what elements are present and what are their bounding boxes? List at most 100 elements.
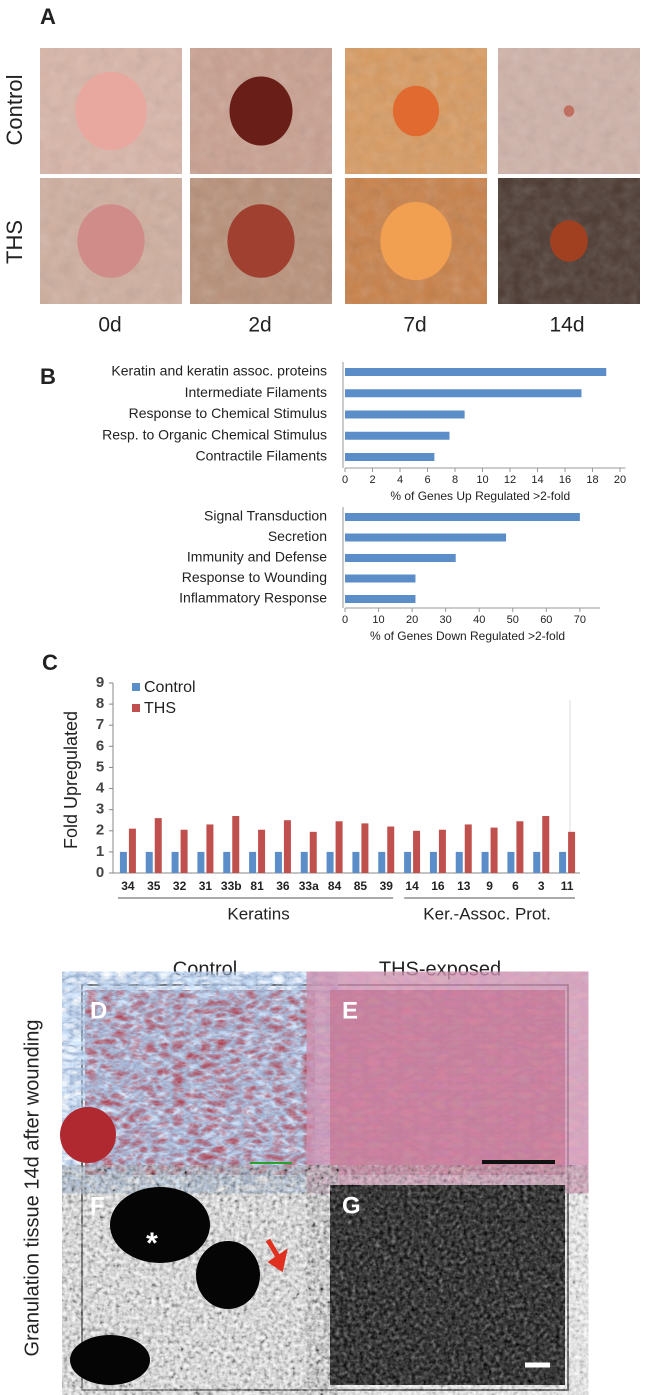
x-tick-label: 34 [121, 879, 135, 893]
bar [378, 851, 386, 873]
x-tick-label: 18 [586, 474, 598, 486]
x-axis-label: % of Genes Down Regulated >2-fold [370, 629, 565, 643]
bar [345, 533, 507, 542]
timepoint: 0d [98, 314, 121, 337]
x-tick-label: 85 [354, 879, 368, 893]
bar [197, 851, 205, 873]
bar [154, 818, 162, 873]
bar [283, 820, 291, 873]
y-axis-label: Fold Upregulated [61, 711, 81, 849]
legend-swatch [132, 683, 140, 691]
bar [361, 823, 369, 873]
bar [568, 831, 576, 873]
bar [429, 851, 437, 873]
category-label: Response to Wounding [182, 569, 327, 585]
wound [563, 105, 575, 117]
x-tick-label: 10 [372, 614, 384, 626]
x-tick-label: 6 [424, 474, 430, 486]
bar [490, 827, 498, 873]
bar [326, 851, 334, 873]
category-label: Signal Transduction [204, 508, 327, 524]
group-label: Ker.-Assoc. Prot. [423, 904, 551, 923]
x-tick-label: 9 [486, 879, 493, 893]
x-tick-label: 70 [574, 614, 586, 626]
legend-label: Control [144, 679, 196, 696]
bar [481, 851, 489, 873]
x-tick-label: 35 [147, 879, 161, 893]
column-title: THS-exposed [379, 958, 501, 980]
y-tick-label: 3 [96, 801, 104, 818]
x-tick-label: 10 [476, 474, 488, 486]
dark-region [196, 1241, 260, 1309]
bar [352, 851, 360, 873]
x-tick-label: 20 [406, 614, 418, 626]
x-tick-label: 33a [299, 879, 319, 893]
micrograph [330, 990, 565, 1175]
category-label: Contractile Filaments [196, 448, 328, 464]
bar [206, 824, 214, 873]
bar [413, 830, 421, 873]
x-tick-label: 20 [614, 474, 626, 486]
panel-label: F [90, 1192, 105, 1219]
y-tick-label: 6 [96, 737, 104, 754]
bar [438, 829, 446, 873]
wound [75, 71, 147, 151]
bar [345, 595, 416, 603]
vessel [60, 1107, 116, 1163]
wound [380, 201, 452, 281]
x-tick-label: 14 [405, 879, 419, 893]
x-tick-label: 39 [380, 879, 394, 893]
bar [464, 824, 472, 873]
category-label: Immunity and Defense [187, 549, 327, 565]
x-tick-label: 81 [250, 879, 264, 893]
legend-swatch [132, 704, 140, 712]
panel-label: D [90, 997, 107, 1024]
category-label: Secretion [268, 528, 327, 544]
micrograph [330, 1185, 565, 1385]
x-tick-label: 16 [431, 879, 445, 893]
bar [335, 821, 343, 873]
bar [274, 851, 282, 873]
bar [309, 831, 317, 873]
panel-label: C [42, 650, 58, 675]
x-tick-label: 32 [173, 879, 187, 893]
category-label: Resp. to Organic Chemical Stimulus [102, 426, 327, 442]
wound [392, 85, 440, 137]
group-label: Keratins [227, 904, 289, 923]
x-tick-label: 0 [342, 474, 348, 486]
x-tick-label: 0 [342, 614, 348, 626]
wound [77, 204, 145, 278]
wound-photos [40, 48, 640, 304]
bar [258, 829, 266, 873]
x-tick-label: 50 [507, 614, 519, 626]
timepoint: 14d [549, 314, 584, 337]
x-tick-label: 3 [538, 879, 545, 893]
bar [128, 828, 136, 873]
timepoint: 7d [403, 314, 426, 337]
category-label: Inflammatory Response [179, 590, 327, 606]
bar [145, 851, 153, 873]
bar [345, 389, 582, 398]
bar [171, 851, 179, 873]
x-tick-label: 84 [328, 879, 342, 893]
category-label: Intermediate Filaments [185, 384, 327, 400]
y-tick-label: 2 [96, 822, 104, 839]
bar [345, 554, 456, 562]
bar [223, 851, 231, 873]
panel-label: E [342, 997, 358, 1024]
panel-label: G [342, 1192, 361, 1219]
bar [345, 513, 580, 521]
bar [404, 851, 412, 873]
x-tick-label: 60 [540, 614, 552, 626]
y-tick-label: 9 [96, 674, 104, 691]
y-tick-label: 4 [96, 780, 105, 797]
x-tick-label: 16 [559, 474, 571, 486]
x-tick-label: 14 [531, 474, 543, 486]
bar [345, 368, 607, 376]
category-label: Keratin and keratin assoc. proteins [111, 363, 327, 379]
category-label: Response to Chemical Stimulus [129, 405, 327, 421]
bar [345, 574, 416, 583]
side-label: Granulation tissue 14d after wounding [21, 1020, 43, 1357]
panel-label: A [40, 4, 56, 29]
